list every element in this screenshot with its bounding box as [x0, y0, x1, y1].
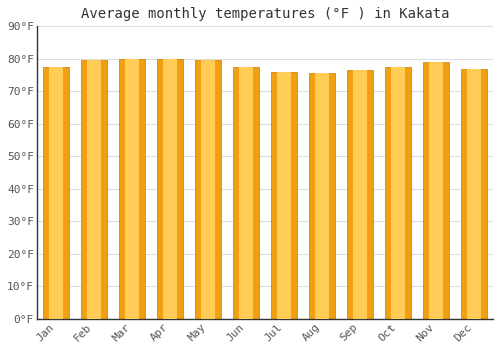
Bar — [81, 61, 106, 319]
Bar — [385, 67, 411, 319]
Bar — [391, 67, 405, 319]
Bar — [309, 74, 335, 319]
Bar — [423, 62, 449, 319]
Bar — [347, 70, 373, 319]
Title: Average monthly temperatures (°F ) in Kakata: Average monthly temperatures (°F ) in Ka… — [80, 7, 449, 21]
Bar — [200, 61, 215, 319]
Bar — [467, 69, 481, 319]
Bar — [48, 67, 63, 319]
Bar — [195, 61, 221, 319]
Bar — [119, 59, 144, 319]
Bar — [277, 72, 291, 319]
Bar — [43, 67, 68, 319]
Bar — [461, 69, 487, 319]
Bar — [239, 67, 253, 319]
Bar — [162, 59, 177, 319]
Bar — [157, 59, 182, 319]
Bar — [124, 59, 139, 319]
Bar — [315, 74, 329, 319]
Bar — [86, 61, 101, 319]
Bar — [233, 67, 259, 319]
Bar — [271, 72, 297, 319]
Bar — [429, 62, 443, 319]
Bar — [353, 70, 367, 319]
